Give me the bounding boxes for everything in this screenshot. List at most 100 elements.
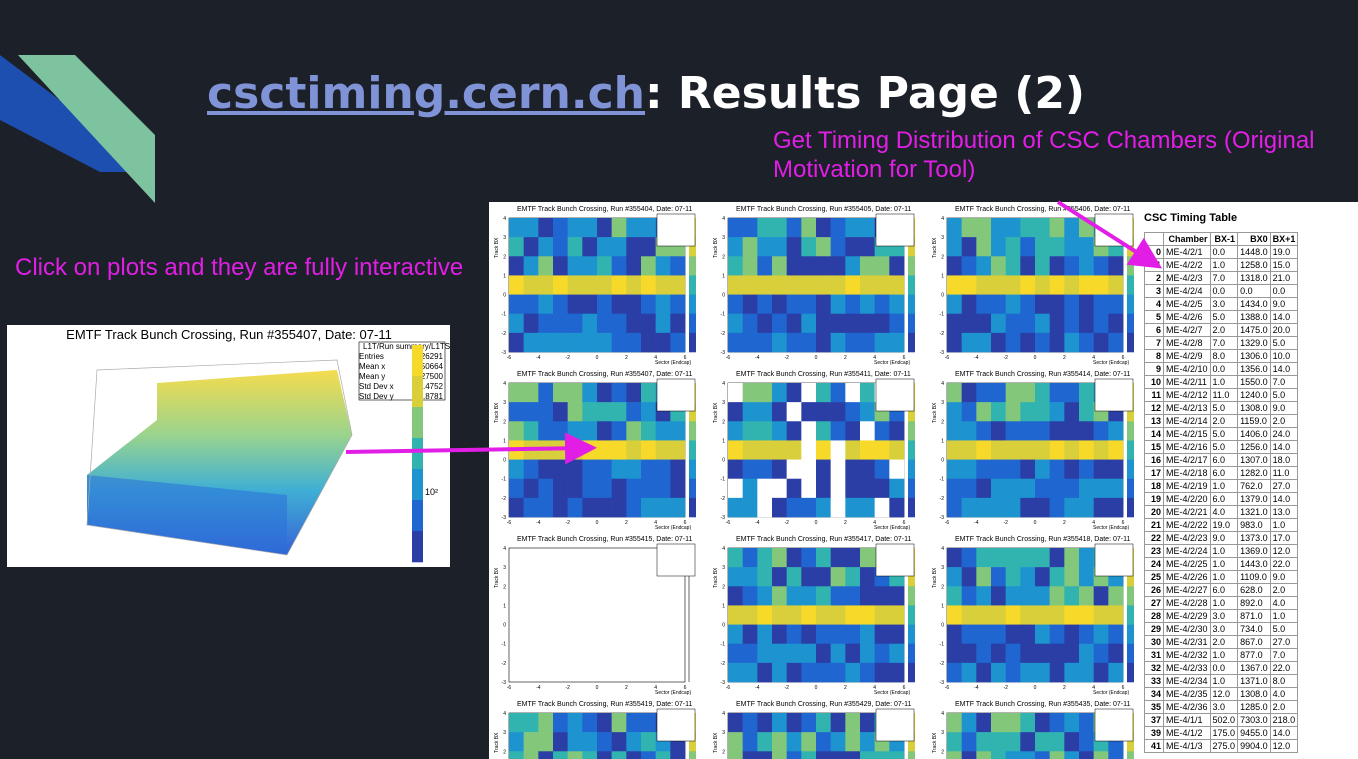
heatmap-cell	[567, 713, 583, 733]
cell: 4.0	[1209, 505, 1239, 519]
x-tick-label: 0	[815, 355, 818, 361]
heatmap-cell	[1108, 275, 1124, 295]
heatmap-cell	[1079, 548, 1094, 568]
x-tick-label: 0	[1034, 520, 1037, 526]
heatmap-cell	[509, 218, 524, 238]
x-tick-label: 0	[815, 520, 818, 526]
x-tick-label: 4	[873, 685, 876, 691]
heatmap-cell	[523, 237, 539, 257]
table-row: 7 ME-4/2/8 7.0 1329.0 5.0	[1144, 336, 1299, 350]
heatmap-cell	[1079, 313, 1094, 334]
title-link[interactable]: csctiming.cern.ch	[207, 68, 646, 119]
table-row: 2 ME-4/2/3 7.0 1318.0 21.0	[1144, 271, 1299, 285]
cell: ME-4/2/15	[1163, 427, 1211, 441]
cell: 1308.0	[1237, 401, 1271, 415]
y-tick-label: 2	[503, 584, 506, 590]
cell: 10	[1144, 375, 1164, 389]
cell: 762.0	[1237, 479, 1271, 493]
heatmap-cell	[845, 643, 861, 664]
heatmap-cell	[1035, 732, 1050, 752]
zoom-plot[interactable]: EMTF Track Bunch Crossing, Run #355407, …	[7, 325, 457, 567]
cell: ME-4/2/34	[1163, 674, 1211, 688]
heatmap-cell	[626, 256, 642, 276]
y-tick-label: 1	[941, 273, 944, 279]
y-tick-label: -2	[940, 331, 945, 337]
cell: 628.0	[1237, 583, 1271, 597]
colorbar	[1127, 294, 1134, 315]
table: Chamber BX-1 BX0 BX+1 0 ME-4/2/1 0.0 1448.0 19.0…	[1144, 232, 1299, 753]
cell: ME-4/2/17	[1163, 453, 1211, 467]
heatmap-cell	[961, 402, 977, 422]
stats-box	[1094, 378, 1134, 412]
cell: ME-4/2/33	[1163, 661, 1211, 675]
x-tick-label: -6	[726, 355, 731, 361]
heatmap-cell	[1035, 421, 1050, 441]
x-tick-label: -2	[1003, 685, 1008, 691]
table-row: 1 ME-4/2/2 1.0 1258.0 15.0	[1144, 258, 1299, 272]
heatmap-cell	[757, 218, 773, 238]
heatmap-cell	[567, 332, 583, 353]
cell: 1371.0	[1237, 674, 1271, 688]
cell: 29	[1144, 622, 1164, 636]
y-tick-label: 4	[722, 381, 725, 387]
heatmap-cell	[538, 732, 554, 752]
plot-title: EMTF Track Bunch Crossing, Run #355429, …	[736, 701, 911, 708]
heatmap-cell	[626, 751, 642, 759]
heatmap-cell	[538, 478, 554, 499]
heatmap-cell	[1005, 586, 1021, 606]
heatmap-cell	[757, 586, 773, 606]
heatmap-cell	[641, 421, 656, 441]
heatmap-cell	[991, 662, 1006, 683]
heatmap-cell	[830, 548, 846, 568]
heatmap-cell	[947, 586, 962, 606]
heatmap-cell	[947, 275, 962, 295]
cell: 17	[1144, 466, 1164, 480]
heatmap-cell	[772, 605, 787, 625]
heatmap-cell	[786, 440, 802, 460]
x-tick-label: 4	[654, 355, 657, 361]
heatmap-cell	[816, 662, 831, 683]
table-row: 12 ME-4/2/13 5.0 1308.0 9.0	[1144, 401, 1299, 415]
cell: 9.0	[1269, 297, 1299, 311]
heatmap-cell	[947, 402, 962, 422]
cell: 13	[1144, 414, 1164, 428]
x-tick-label: -2	[784, 520, 789, 526]
heatmap-cell	[801, 713, 817, 733]
heatmap-cell	[961, 713, 977, 733]
heatmap-cell	[553, 332, 568, 353]
heatmap-cell	[772, 332, 787, 353]
table-row: 17 ME-4/2/18 6.0 1282.0 11.0	[1144, 466, 1299, 480]
cell: 1.0	[1269, 518, 1299, 532]
heatmap-cell	[1064, 237, 1080, 257]
heatmap-cell	[830, 332, 846, 353]
heatmap-cell	[1064, 497, 1080, 518]
heatmap-cell	[742, 237, 758, 257]
y-tick-label: 0	[722, 623, 725, 629]
heatmap-cell	[1093, 478, 1109, 499]
stats-box	[875, 378, 915, 412]
table-row: 33 ME-4/2/34 1.0 1371.0 8.0	[1144, 674, 1299, 688]
heatmap-cell	[1079, 256, 1094, 276]
heatmap-cell	[1093, 294, 1109, 315]
plot-title: EMTF Track Bunch Crossing, Run #355417, …	[736, 536, 911, 543]
colorbar	[689, 459, 696, 480]
stats-key: Std Dev y	[359, 392, 394, 401]
heatmap-cell	[757, 732, 773, 752]
heatmap-cell	[961, 383, 977, 403]
heatmap-cell	[742, 332, 758, 353]
heatmap-cell	[728, 313, 743, 334]
heatmap-cell	[523, 459, 539, 480]
cell: 1356.0	[1237, 362, 1271, 376]
heatmap-cell	[976, 662, 992, 683]
heatmap-cell	[1035, 586, 1050, 606]
x-axis-label: Sector (Endcap)	[1093, 525, 1129, 531]
heatmap-cell	[772, 294, 787, 315]
y-tick-label: 2	[503, 419, 506, 425]
x-tick-label: 0	[1034, 355, 1037, 361]
heatmap-cell	[1064, 332, 1080, 353]
heatmap-cell	[1079, 478, 1094, 499]
y-tick-label: -3	[502, 515, 507, 521]
heatmap-cell	[801, 478, 817, 499]
heatmap-cell	[976, 383, 992, 403]
colorbar	[908, 662, 915, 683]
